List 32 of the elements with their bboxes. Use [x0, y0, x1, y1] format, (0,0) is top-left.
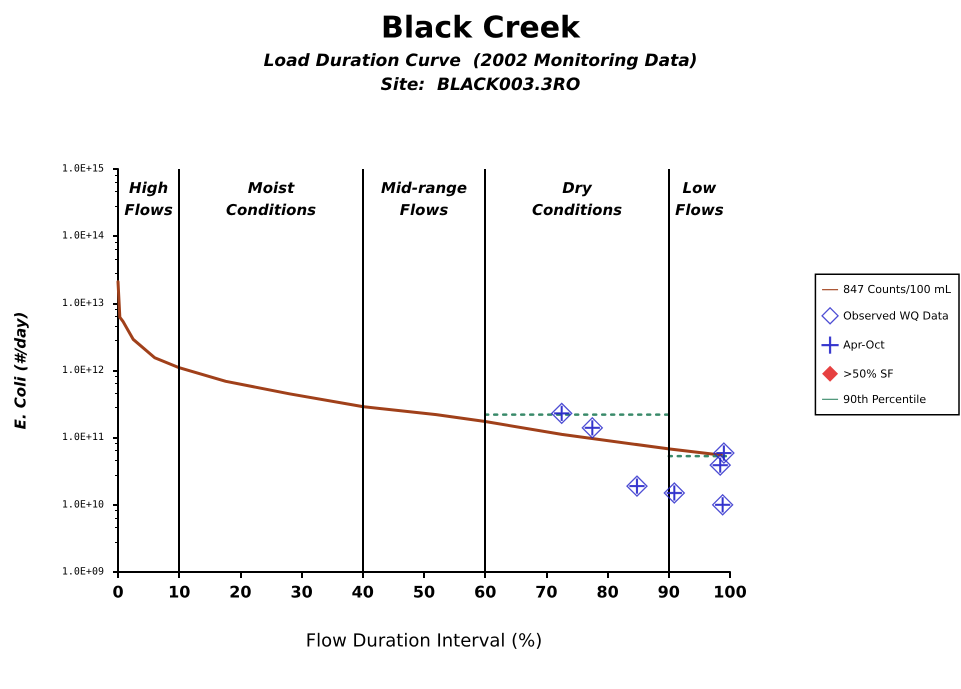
y-tick-label: 1.0E+15 [62, 164, 104, 174]
x-tick-label: 40 [352, 582, 374, 602]
y-tick-label: 1.0E+12 [62, 365, 104, 376]
annotation: High Flows [124, 179, 173, 219]
x-tick-label: 100 [713, 582, 747, 602]
legend-label: Apr-Oct [843, 338, 886, 352]
x-tick-label: 80 [596, 582, 619, 602]
x-tick-label: 50 [412, 582, 436, 602]
legend-label: 90th Percentile [843, 392, 926, 406]
annotation: Low Flows [675, 179, 724, 219]
legend-label: 847 Counts/100 mL [843, 283, 952, 296]
chart-subtitle: Load Duration Curve (2002 Monitoring Data) Site: BLACK003.3RO [264, 51, 698, 95]
y-axis-title: E. Coli (#/day) [12, 312, 30, 430]
y-tick-label: 1.0E+14 [62, 230, 104, 242]
annotation: Mid-range Flows [380, 179, 468, 219]
y-tick-label: 1.0E+10 [62, 499, 104, 510]
legend-label: >50% SF [843, 367, 894, 380]
x-tick-label: 70 [535, 582, 558, 602]
annotation: Dry Conditions [532, 179, 622, 219]
y-tick-label: 1.0E+13 [62, 298, 104, 309]
x-axis-title: Flow Duration Interval (%) [306, 630, 542, 652]
x-tick-label: 30 [290, 582, 313, 602]
x-tick-label: 0 [112, 582, 124, 602]
legend-label: Observed WQ Data [843, 309, 949, 322]
x-tick-label: 10 [168, 582, 190, 602]
chart-title: Black Creek [380, 10, 582, 46]
x-tick-label: 20 [229, 582, 252, 602]
annotation: Moist Conditions [226, 179, 316, 219]
x-tick-label: 60 [474, 582, 496, 602]
y-tick-label: 1.0E+11 [62, 432, 104, 444]
x-tick-label: 90 [658, 582, 680, 602]
y-tick-label: 1.0E+09 [62, 566, 104, 578]
